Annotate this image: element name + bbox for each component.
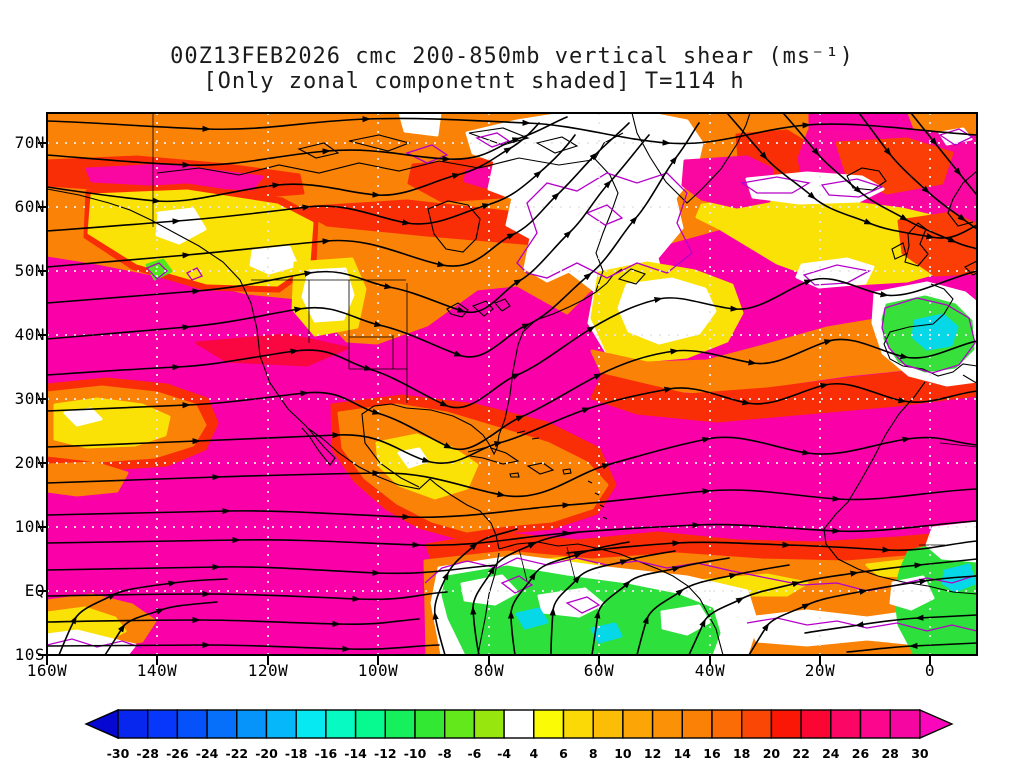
colorbar-tick-label: -28 bbox=[136, 746, 159, 761]
colorbar-tick-label: -20 bbox=[255, 746, 278, 761]
colorbar-tick-label: 28 bbox=[881, 746, 898, 761]
colorbar-tick-label: 22 bbox=[792, 746, 809, 761]
colorbar-tick-label: 14 bbox=[674, 746, 692, 761]
map-area: 70N 60N 50N 40N 30N 20N 10N EQ 10S 160W 140W 120W 1… bbox=[15, 112, 978, 680]
lon-label: 40W bbox=[694, 661, 726, 680]
colorbar-tick-label: 26 bbox=[852, 746, 870, 761]
colorbar-tick-label: -10 bbox=[404, 746, 427, 761]
colorbar-tick-label: 10 bbox=[614, 746, 632, 761]
colorbar-tick-label: 18 bbox=[733, 746, 750, 761]
chart-title-block: 00Z13FEB2026 cmc 200-850mb vertical shea… bbox=[0, 44, 1024, 94]
shear-map-plot bbox=[38, 112, 978, 665]
lat-label: 40N bbox=[14, 325, 45, 344]
colorbar-tick-label: -22 bbox=[226, 746, 249, 761]
colorbar-tick-label: -30 bbox=[107, 746, 130, 761]
chart-subtitle: [Only zonal componetnt shaded] T=114 h bbox=[203, 69, 745, 94]
lon-label: 60W bbox=[583, 661, 615, 680]
colorbar-tick-label: 8 bbox=[589, 746, 598, 761]
colorbar-tick-label: -12 bbox=[374, 746, 397, 761]
lon-label: 120W bbox=[247, 661, 289, 680]
colorbar-tick-label: 16 bbox=[703, 746, 721, 761]
colorbar-tick-label: -16 bbox=[315, 746, 338, 761]
colorbar-tick-label: 6 bbox=[559, 746, 568, 761]
colorbar-tick-label: -14 bbox=[344, 746, 367, 761]
colorbar-tick-label: 4 bbox=[529, 746, 538, 761]
colorbar-tick-label: -6 bbox=[467, 746, 481, 761]
colorbar-tick-label: 24 bbox=[822, 746, 840, 761]
axis-ticks bbox=[38, 142, 931, 665]
colorbar: -30 -28 -26 -24 -22 -20 -18 -16 -14 -12 -10 -8 -6 -4 4… bbox=[80, 706, 960, 766]
lon-label: 100W bbox=[357, 661, 399, 680]
colorbar-tick-label: -8 bbox=[438, 746, 452, 761]
lat-label: 70N bbox=[14, 133, 45, 152]
lon-label: 160W bbox=[26, 661, 68, 680]
lat-label: 60N bbox=[14, 197, 45, 216]
lat-label: 10S bbox=[14, 645, 45, 664]
colorbar-tick-label: 30 bbox=[911, 746, 929, 761]
colorbar-tick-label: -18 bbox=[285, 746, 308, 761]
lat-label: 10N bbox=[14, 517, 45, 536]
chart-title: 00Z13FEB2026 cmc 200-850mb vertical shea… bbox=[170, 44, 854, 69]
colorbar-cells bbox=[84, 708, 954, 740]
lon-label: 20W bbox=[804, 661, 836, 680]
map-frame bbox=[38, 112, 978, 665]
lon-label: 80W bbox=[473, 661, 505, 680]
colorbar-labels: -30 -28 -26 -24 -22 -20 -18 -16 -14 -12 -10 -8 -6 -4 4… bbox=[107, 746, 929, 761]
colorbar-tick-label: -24 bbox=[196, 746, 219, 761]
lat-label: 30N bbox=[14, 389, 45, 408]
colorbar-tick-label: -26 bbox=[166, 746, 189, 761]
lat-label: 20N bbox=[14, 453, 45, 472]
lat-label: EQ bbox=[24, 581, 45, 600]
lat-label: 50N bbox=[14, 261, 45, 280]
colorbar-tick-label: 12 bbox=[644, 746, 661, 761]
lon-label: 0 bbox=[924, 661, 936, 680]
lon-label: 140W bbox=[136, 661, 178, 680]
colorbar-tick-label: 20 bbox=[763, 746, 781, 761]
streamlines bbox=[47, 113, 977, 655]
colorbar-tick-label: -4 bbox=[497, 746, 511, 761]
